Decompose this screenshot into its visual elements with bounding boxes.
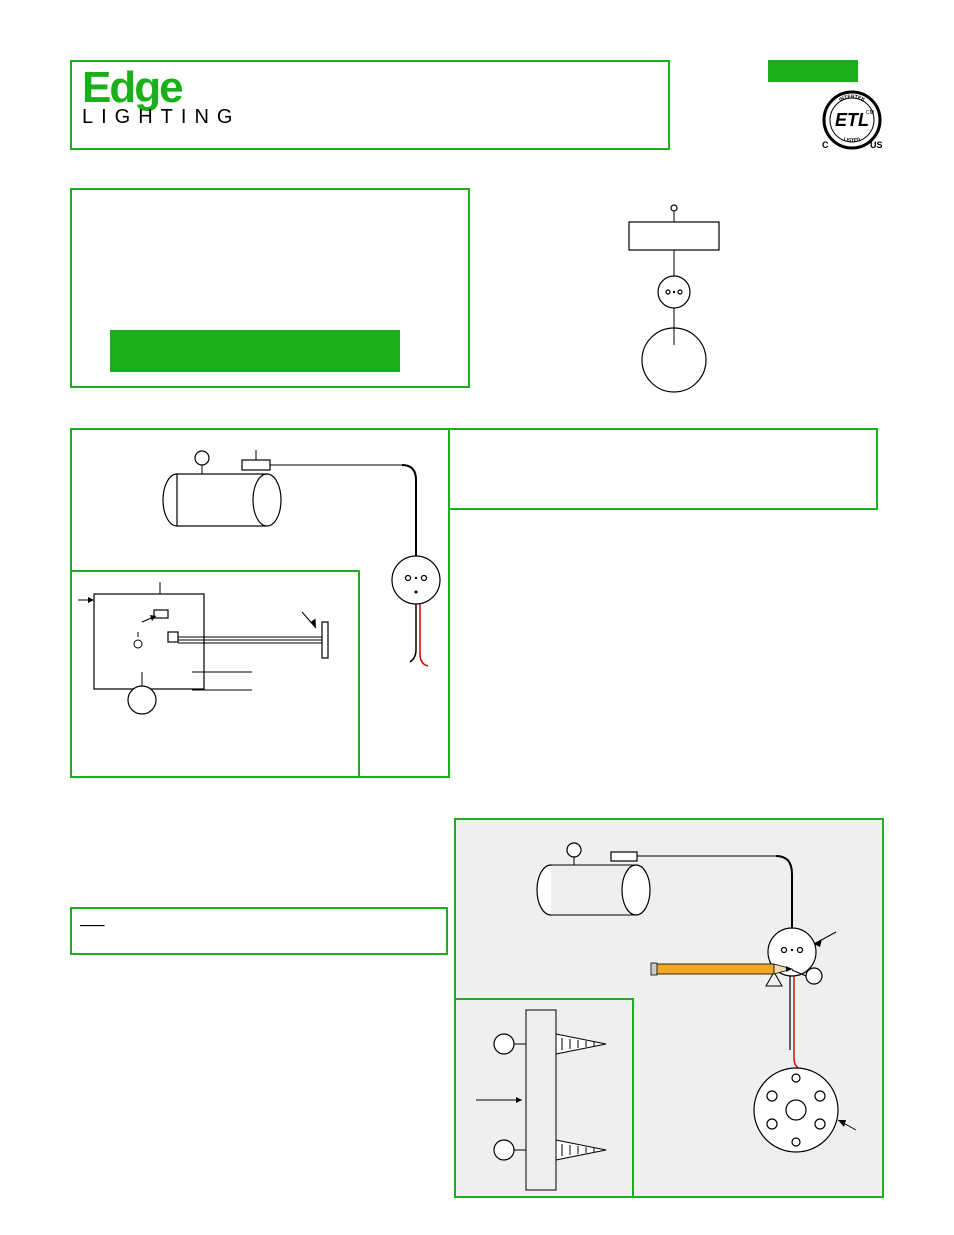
etl-c: C xyxy=(822,140,829,150)
logo-lighting: LIGHTING xyxy=(82,106,658,129)
header-box: Edge LIGHTING xyxy=(70,60,670,150)
step2-inset-diagram xyxy=(456,1000,636,1200)
etl-us: US xyxy=(870,140,883,150)
etl-cm: CM xyxy=(866,110,874,116)
step1-right-box xyxy=(448,428,878,510)
step2-box xyxy=(454,818,884,1198)
top-canopy-diagram xyxy=(574,200,774,400)
safety-green-bar xyxy=(110,330,400,372)
safety-box xyxy=(70,188,470,388)
etl-center: ETL xyxy=(835,110,869,130)
step2-left-box: ____ xyxy=(70,907,448,955)
logo-edge: Edge xyxy=(82,68,658,108)
step1-inset-diagram xyxy=(72,572,362,780)
etl-mark: INTERTEK LISTED ETL CM C US xyxy=(820,88,884,152)
step2-note-underline: ____ xyxy=(72,909,112,933)
step2-inset-box xyxy=(454,998,634,1198)
step1-box xyxy=(70,428,450,778)
step1-inset-box xyxy=(70,570,360,778)
header-green-tab xyxy=(768,60,858,82)
page: Edge LIGHTING INTERTEK LISTED ETL CM C U… xyxy=(0,0,954,1235)
